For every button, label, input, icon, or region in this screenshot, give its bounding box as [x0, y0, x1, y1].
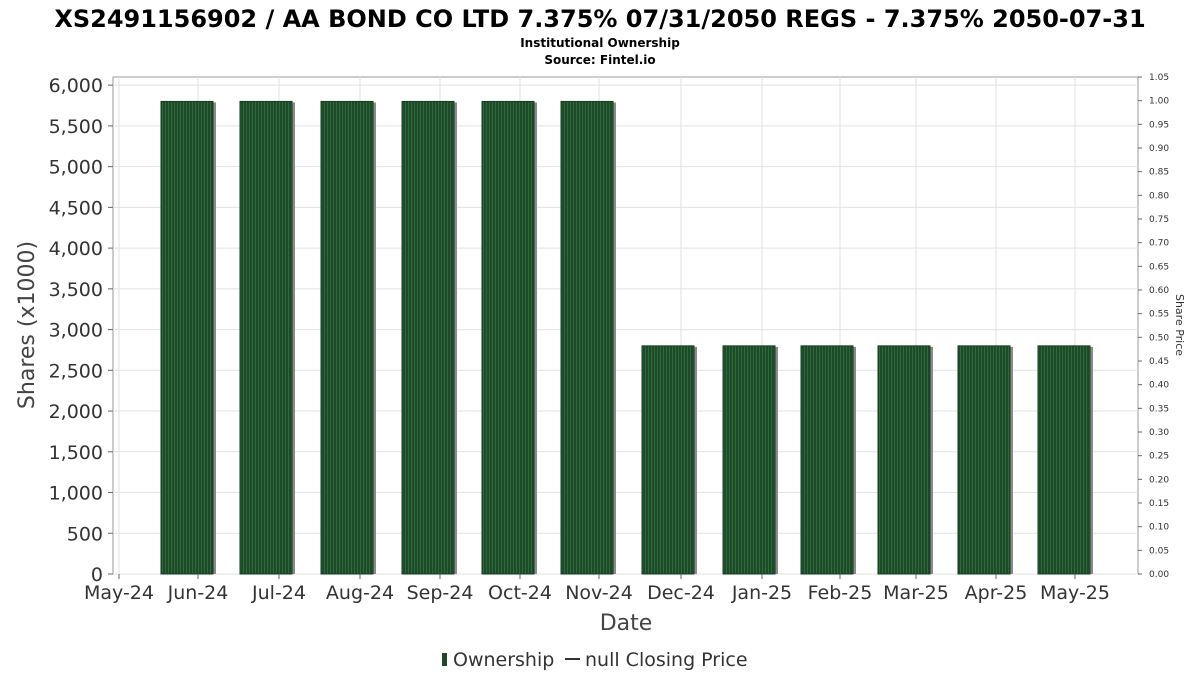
- y-right-tick-label: 0.60: [1149, 286, 1169, 296]
- bar-ownership: [1037, 345, 1091, 575]
- x-tick-label: Aug-24: [326, 582, 394, 604]
- y-axis-left: 0 500 1,000 1,500 2,000 2,500 3,000 3,500 4,000 4…: [49, 75, 113, 586]
- y-tick-label: 2,000: [49, 401, 103, 423]
- y-right-tick-label: 0.25: [1149, 452, 1169, 462]
- bar-ownership: [160, 100, 214, 575]
- y-tick-label: 0: [91, 564, 103, 586]
- bar-ownership: [641, 345, 695, 575]
- y-right-tick-label: 0.05: [1149, 546, 1169, 556]
- x-tick-label: Dec-24: [647, 582, 715, 604]
- x-tick-label: Oct-24: [488, 582, 552, 604]
- legend-swatch-ownership: [442, 653, 447, 666]
- x-tick-label: Jan-25: [731, 582, 792, 604]
- x-tick-label: Mar-25: [883, 582, 949, 604]
- y-right-tick-label: 1.05: [1149, 73, 1169, 83]
- chart-subtitle: Institutional Ownership: [520, 36, 680, 50]
- y-tick-label: 5,000: [49, 157, 103, 179]
- y-tick-label: 1,500: [49, 442, 103, 464]
- bar-ownership: [239, 100, 293, 575]
- bar-ownership: [481, 100, 535, 575]
- y-right-tick-label: 0.90: [1149, 144, 1169, 154]
- y-tick-label: 1,000: [49, 483, 103, 505]
- y-right-tick-label: 0.55: [1149, 310, 1169, 320]
- y-right-tick-label: 0.30: [1149, 428, 1169, 438]
- y-right-tick-label: 0.70: [1149, 239, 1169, 249]
- x-tick-label: Jun-24: [167, 582, 229, 604]
- bars: [160, 100, 1093, 575]
- y-tick-label: 2,500: [49, 360, 103, 382]
- x-tick-label: Apr-25: [965, 582, 1028, 604]
- y-right-tick-label: 0.00: [1149, 570, 1169, 580]
- y-tick-label: 3,000: [49, 320, 103, 342]
- legend-label-ownership: Ownership: [453, 649, 554, 671]
- bar-ownership: [800, 345, 854, 575]
- y-right-tick-label: 0.20: [1149, 475, 1169, 485]
- y-tick-label: 6,000: [49, 75, 103, 97]
- y-right-tick-label: 0.85: [1149, 168, 1169, 178]
- y-right-tick-label: 0.45: [1149, 357, 1169, 367]
- bar-ownership: [401, 100, 455, 575]
- legend: Ownership null Closing Price: [442, 649, 748, 671]
- bar-ownership: [560, 100, 614, 575]
- y-tick-label: 4,500: [49, 197, 103, 219]
- bar-ownership: [320, 100, 374, 575]
- x-tick-label: Nov-24: [565, 582, 633, 604]
- y-axis-right: 0.00 0.05 0.10 0.15 0.20 0.25 0.30 0.35 0.40 0.45…: [1138, 73, 1169, 580]
- legend-label-price: null Closing Price: [585, 649, 748, 671]
- bar-ownership: [722, 345, 776, 575]
- y-right-tick-label: 0.40: [1149, 381, 1169, 391]
- x-tick-label: Feb-25: [808, 582, 873, 604]
- y-right-tick-label: 0.95: [1149, 120, 1169, 130]
- y-right-tick-label: 0.75: [1149, 215, 1169, 225]
- y-right-tick-label: 0.65: [1149, 262, 1169, 272]
- y-tick-label: 3,500: [49, 279, 103, 301]
- chart-source: Source: Fintel.io: [544, 53, 655, 67]
- y-tick-label: 500: [67, 523, 103, 545]
- bar-ownership: [877, 345, 931, 575]
- y-right-tick-label: 0.10: [1149, 523, 1169, 533]
- y-axis-right-label: Share Price: [1173, 294, 1186, 356]
- x-axis-label: Date: [600, 611, 653, 636]
- y-right-tick-label: 0.80: [1149, 191, 1169, 201]
- x-tick-label: Sep-24: [407, 582, 474, 604]
- y-right-tick-label: 0.35: [1149, 404, 1169, 414]
- bar-ownership: [957, 345, 1011, 575]
- x-tick-label: May-24: [84, 582, 154, 604]
- x-tick-label: May-25: [1040, 582, 1110, 604]
- x-axis: May-24 Jun-24 Jul-24 Aug-24 Sep-24 Oct-24 Nov-…: [84, 574, 1110, 604]
- y-axis-label: Shares (x1000): [15, 241, 40, 409]
- chart-title: XS2491156902 / AA BOND CO LTD 7.375% 07/…: [54, 5, 1145, 33]
- x-tick-label: Jul-24: [251, 582, 306, 604]
- y-tick-label: 4,000: [49, 238, 103, 260]
- y-right-tick-label: 0.50: [1149, 333, 1169, 343]
- y-tick-label: 5,500: [49, 116, 103, 138]
- y-right-tick-label: 0.15: [1149, 499, 1169, 509]
- y-right-tick-label: 1.00: [1149, 97, 1169, 107]
